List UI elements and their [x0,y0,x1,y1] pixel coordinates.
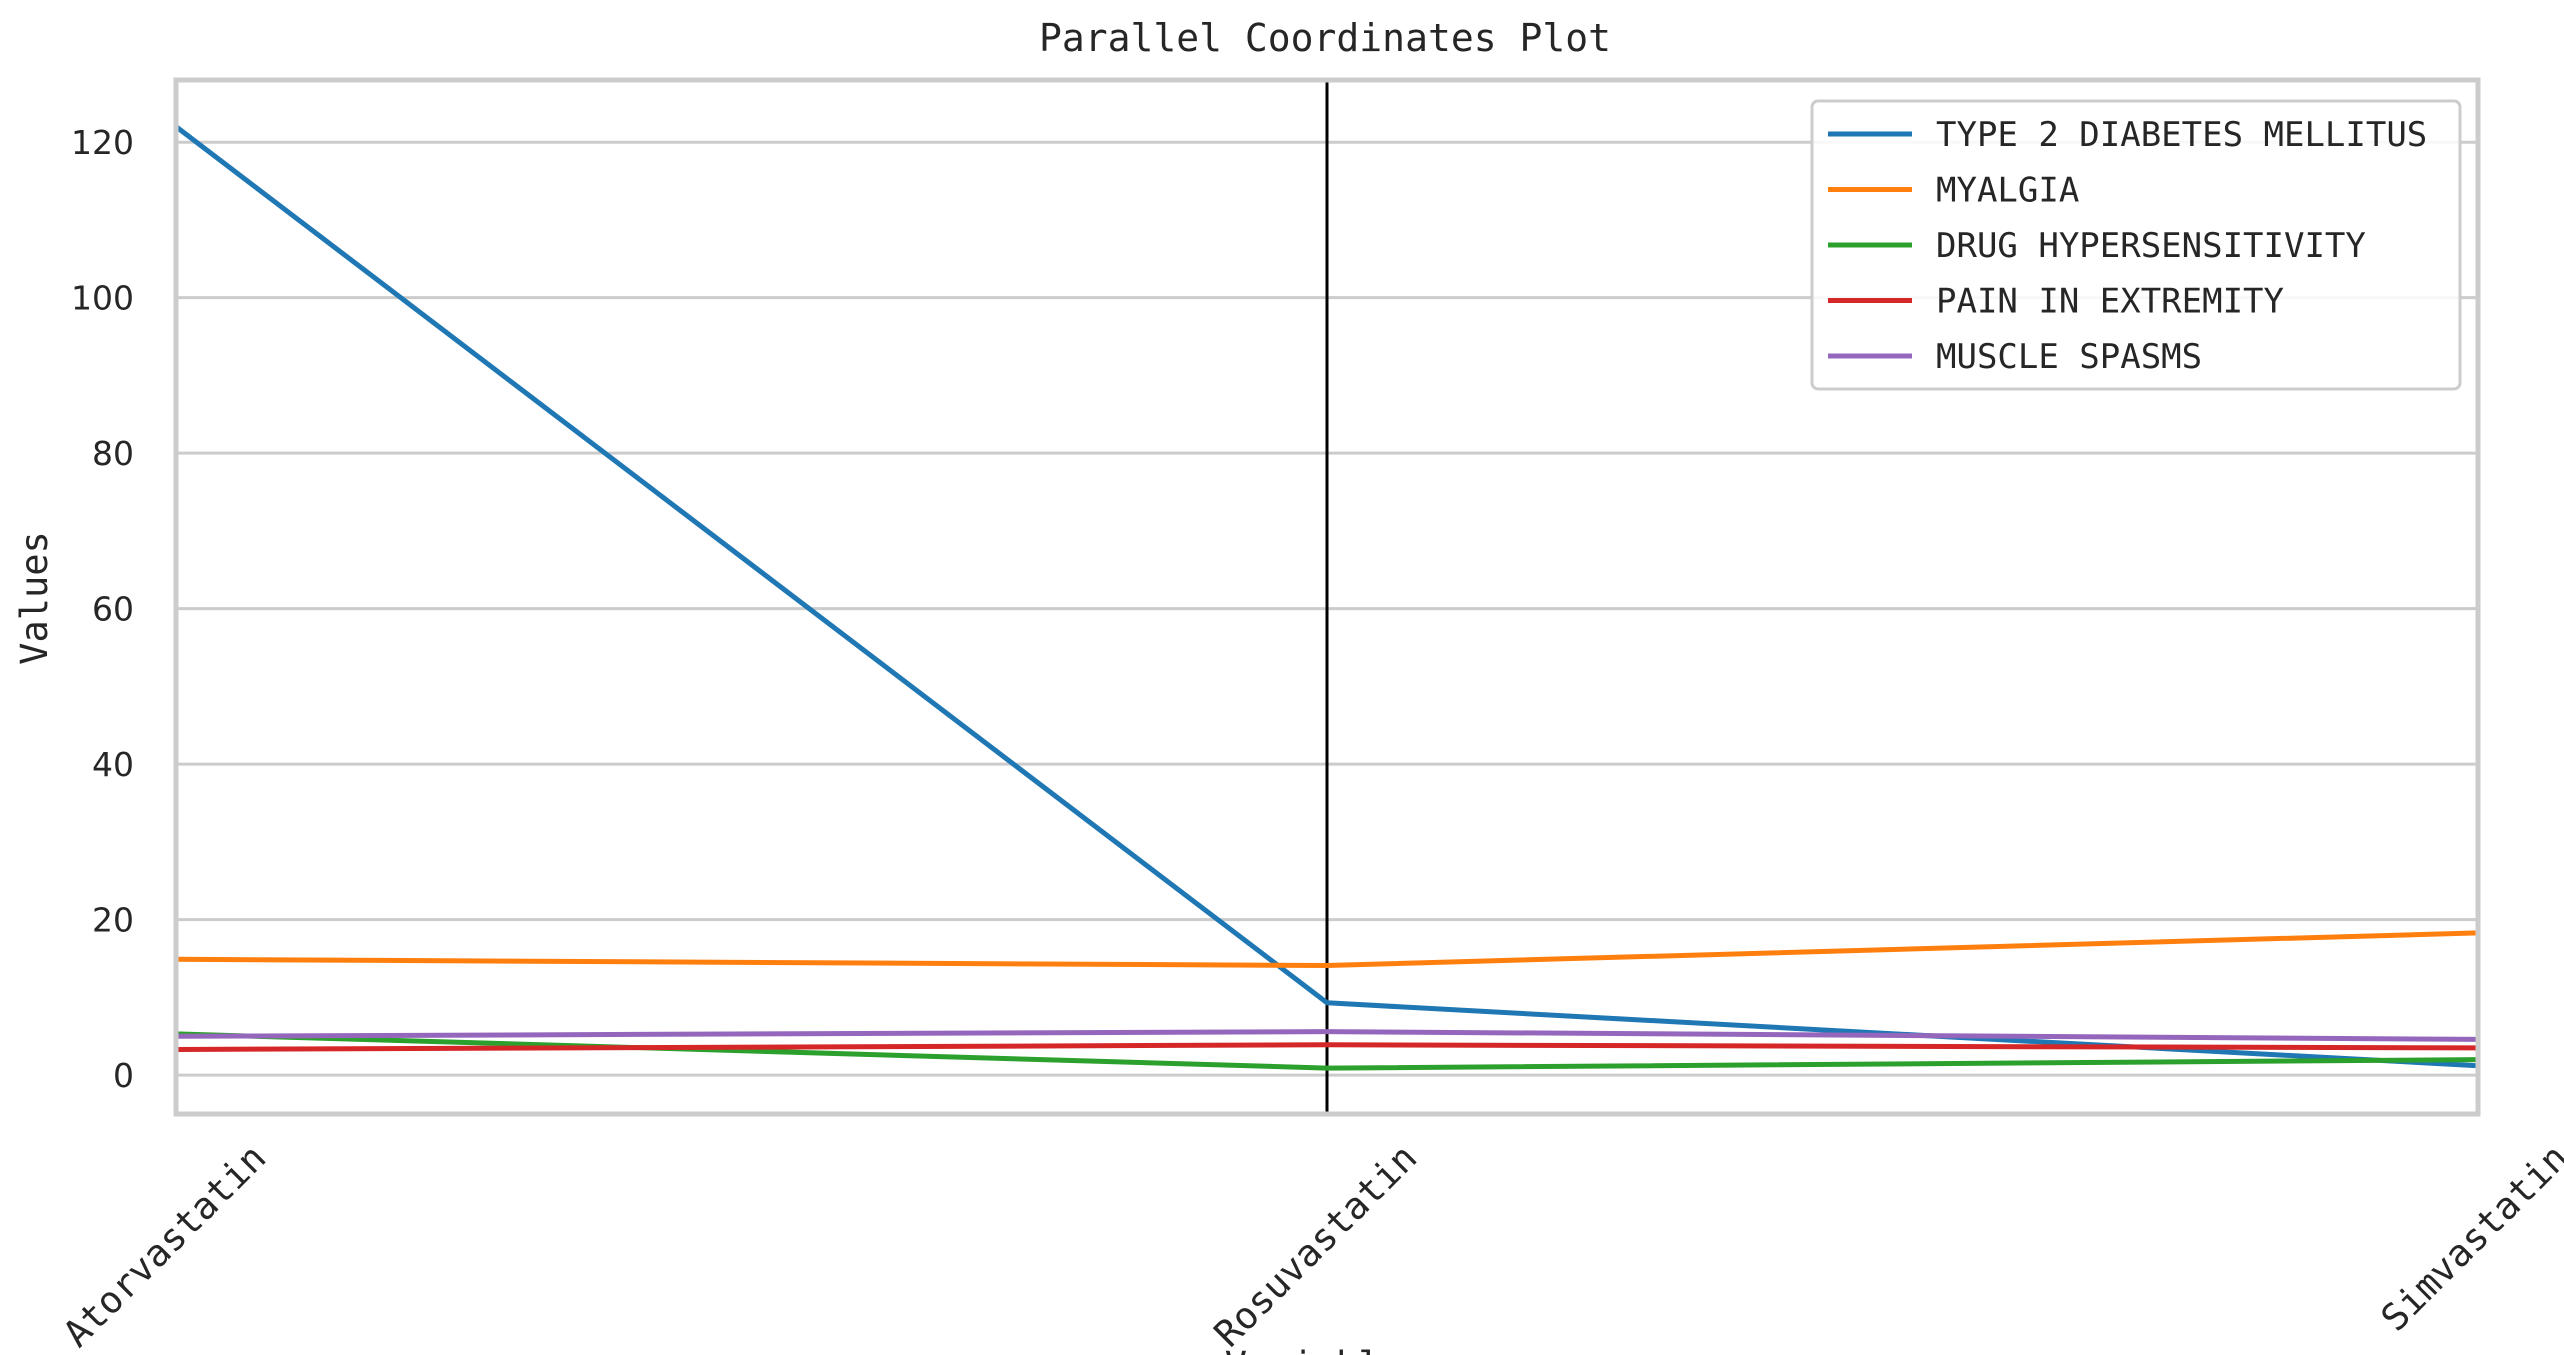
grid-lines [174,80,2480,1114]
series-line [175,1042,2479,1052]
x-axis-label: Variables [1225,1344,1425,1355]
y-tick-label: 0 [113,1056,134,1095]
y-tick-label: 80 [92,434,134,473]
legend-box [1810,99,2462,391]
legend-entry: DRUG HYPERSENSITIVITY [1936,226,2366,266]
chart-title: Parallel Coordinates Plot [1039,16,1611,60]
y-axis-label: Values [13,531,56,665]
series-line [175,1031,2479,1071]
x-tick-label: Atorvastatin [55,1136,274,1355]
plot-frame [173,77,2481,1117]
y-tick-label: 40 [92,745,134,784]
y-tick-label: 100 [71,279,134,318]
y-tick-label: 60 [92,590,134,629]
x-tick-label: Simvastatin [2373,1136,2564,1340]
legend: TYPE 2 DIABETES MELLITUS MYALGIA DRUG HYPE… [1810,99,2462,391]
legend-entry: PAIN IN EXTREMITY [1936,282,2284,322]
series-line [175,1029,2479,1042]
y-tick-label: 120 [71,123,134,162]
y-tick-label: 20 [92,901,134,940]
legend-entry: MYALGIA [1936,171,2079,211]
series-line [175,930,2479,968]
legend-entry: MUSCLE SPASMS [1936,337,2202,377]
legend-entry: TYPE 2 DIABETES MELLITUS [1936,115,2427,155]
x-tick-label: Rosuvastatin [1206,1136,1425,1355]
series-lines [174,124,2479,1071]
